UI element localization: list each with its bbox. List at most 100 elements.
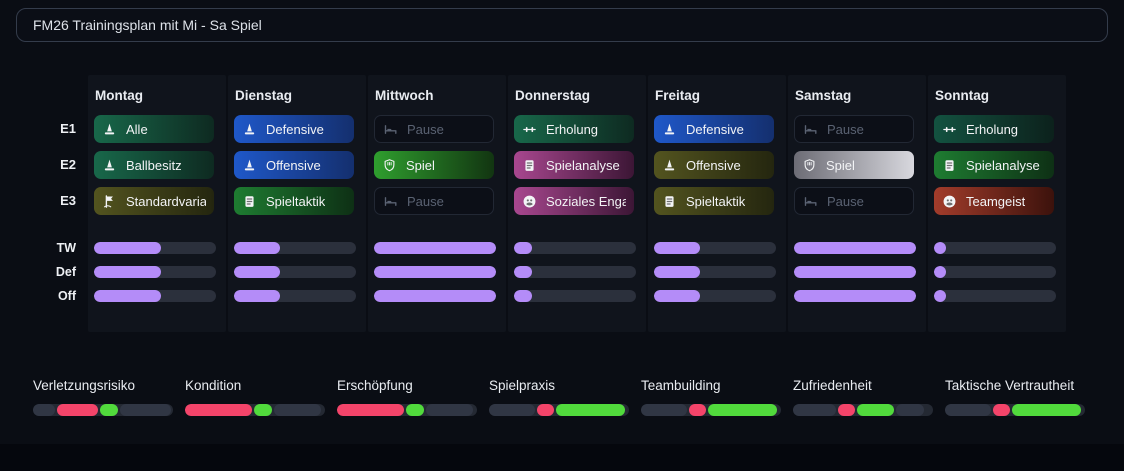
load-bar-fill (234, 290, 281, 302)
session-cell[interactable]: Pause (374, 187, 494, 215)
session-cell[interactable]: Pause (794, 115, 914, 143)
session-cell[interactable]: Defensive (654, 115, 774, 143)
load-bar-fill (234, 242, 281, 254)
load-bar-fill (514, 290, 533, 302)
stat-segment-gray (793, 404, 837, 416)
stat-segment-red (838, 404, 856, 416)
session-cell[interactable]: Erholung (934, 115, 1054, 143)
session-label: Soziales Engag... (546, 193, 626, 209)
load-bar-tw (374, 242, 496, 254)
day-header: Samstag (795, 88, 852, 103)
plan-title-box (16, 8, 1108, 42)
session-cell[interactable]: Soziales Engag... (514, 187, 634, 215)
row-label-spacer (30, 75, 76, 115)
session-cell[interactable]: Offensive (234, 151, 354, 179)
row-label-e2: E2 (60, 157, 76, 172)
load-bar-off (934, 290, 1056, 302)
load-bar-def (234, 266, 356, 278)
load-bar-def (934, 266, 1056, 278)
session-label: Pause (827, 121, 864, 137)
stat-label: Teambuilding (641, 378, 721, 393)
stat-segment-red (689, 404, 706, 416)
session-label: Alle (126, 121, 148, 137)
load-bar-fill (374, 242, 496, 254)
shield-icon (802, 158, 817, 173)
stat-label: Spielpraxis (489, 378, 556, 393)
load-bar-fill (374, 290, 496, 302)
cone-icon (242, 122, 257, 137)
stat-spielpraxis: Spielpraxis (489, 378, 629, 416)
cell-bar-gap (928, 223, 1066, 242)
stat-segment-gray (426, 404, 473, 416)
day-header: Montag (95, 88, 143, 103)
load-bar-def (794, 266, 916, 278)
day-header: Sonntag (935, 88, 989, 103)
stat-bar (33, 404, 173, 416)
load-bar-fill (94, 242, 162, 254)
stat-segment-red (185, 404, 253, 416)
bed-icon (383, 122, 398, 137)
stat-teambuilding: Teambuilding (641, 378, 781, 416)
session-cell[interactable]: Teamgeist (934, 187, 1054, 215)
load-bar-off (654, 290, 776, 302)
row-labels-column: E1 E2 E3 TW Def Off (30, 75, 88, 332)
stat-bar (641, 404, 781, 416)
session-cell[interactable]: Defensive (234, 115, 354, 143)
bed-icon (383, 194, 398, 209)
session-cell[interactable]: Standardvaria... (94, 187, 214, 215)
session-cell[interactable]: Spielanalyse (514, 151, 634, 179)
session-label: Spiel (406, 157, 435, 173)
load-bar-fill (794, 290, 916, 302)
session-cell[interactable]: Pause (794, 187, 914, 215)
load-bar-def (94, 266, 216, 278)
load-bar-fill (514, 242, 533, 254)
plan-title-input[interactable] (16, 8, 1108, 42)
session-cell[interactable]: Alle (94, 115, 214, 143)
session-cell[interactable]: Spieltaktik (654, 187, 774, 215)
load-bar-fill (654, 242, 701, 254)
recovery-icon (942, 122, 957, 137)
session-cell[interactable]: Offensive (654, 151, 774, 179)
bed-icon (803, 194, 818, 209)
load-bar-fill (654, 290, 701, 302)
session-cell[interactable]: Pause (374, 115, 494, 143)
load-bar-fill (514, 266, 533, 278)
session-label: Defensive (266, 121, 324, 137)
row-label-e3: E3 (60, 193, 76, 208)
session-cell[interactable]: Spiel (794, 151, 914, 179)
load-bar-fill (374, 266, 496, 278)
row-label-tw: TW (56, 241, 76, 255)
row-label-gap (30, 223, 76, 242)
session-cell[interactable]: Spielanalyse (934, 151, 1054, 179)
session-label: Spieltaktik (266, 193, 326, 209)
cell-bar-gap (508, 223, 646, 242)
load-bar-off (374, 290, 496, 302)
load-bar-fill (934, 266, 947, 278)
session-cell[interactable]: Erholung (514, 115, 634, 143)
clipboard-icon (522, 158, 537, 173)
session-cell[interactable]: Spiel (374, 151, 494, 179)
stat-segment-green (254, 404, 273, 416)
cone-icon (242, 158, 257, 173)
day-column-mittwoch: Mittwoch Pause Spiel Pause (368, 75, 506, 332)
session-label: Offensive (686, 157, 741, 173)
stat-erschoepfung: Erschöpfung (337, 378, 477, 416)
cell-bar-gap (228, 223, 366, 242)
stat-segment-gray (641, 404, 688, 416)
stat-segment-green (1011, 404, 1081, 416)
stat-label: Erschöpfung (337, 378, 413, 393)
stat-segment-red (537, 404, 554, 416)
session-label: Erholung (966, 121, 1019, 137)
stat-verletzungsrisiko: Verletzungsrisiko (33, 378, 173, 416)
session-label: Pause (827, 193, 864, 209)
stat-segment-gray (274, 404, 321, 416)
stat-segment-gray (33, 404, 56, 416)
cone-icon (662, 158, 677, 173)
load-bar-tw (234, 242, 356, 254)
shield-icon (382, 158, 397, 173)
load-bar-fill (794, 242, 916, 254)
session-cell[interactable]: Ballbesitz (94, 151, 214, 179)
session-cell[interactable]: Spieltaktik (234, 187, 354, 215)
stat-taktische-vertrautheit: Taktische Vertrautheit (945, 378, 1085, 416)
stat-segment-red (57, 404, 98, 416)
